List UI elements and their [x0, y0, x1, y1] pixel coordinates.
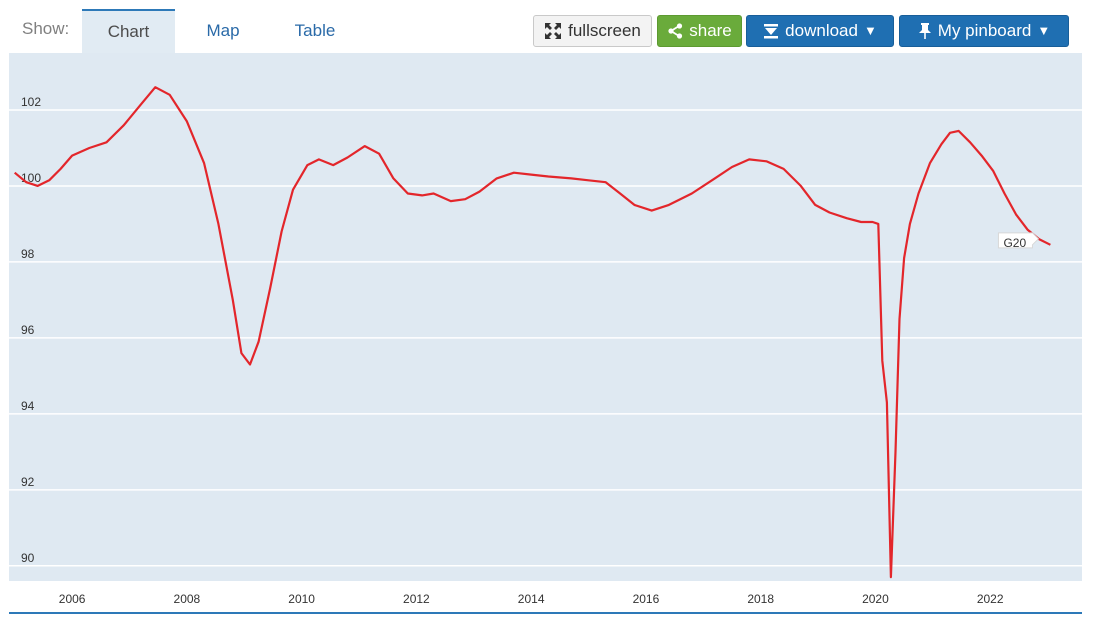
fullscreen-label: fullscreen — [568, 21, 641, 40]
x-tick-label: 2016 — [633, 592, 660, 606]
share-button[interactable]: share — [657, 15, 742, 47]
download-label: download — [785, 21, 858, 40]
download-icon — [763, 23, 779, 39]
x-tick-label: 2006 — [59, 592, 86, 606]
x-tick-label: 2018 — [747, 592, 774, 606]
series-label: G20 — [1003, 236, 1026, 250]
y-tick-label: 102 — [21, 95, 41, 109]
share-label: share — [689, 21, 732, 40]
x-tick-label: 2010 — [288, 592, 315, 606]
pinboard-button[interactable]: My pinboard ▼ — [899, 15, 1069, 47]
series-line-g20 — [13, 86, 1051, 579]
y-tick-label: 96 — [21, 323, 35, 337]
chevron-down-icon: ▼ — [1037, 23, 1051, 38]
chart-area: 90 92 94 96 98 100 102 2006 2008 2010 2012 2014 2016… — [9, 53, 1082, 613]
share-icon — [667, 23, 683, 39]
pinboard-label: My pinboard — [937, 21, 1032, 40]
fullscreen-icon — [544, 22, 562, 40]
x-tick-label: 2012 — [403, 592, 430, 606]
download-button[interactable]: download ▼ — [746, 15, 894, 47]
chart-bottom-border — [9, 612, 1082, 614]
tab-table[interactable]: Table — [294, 21, 336, 40]
y-tick-label: 94 — [21, 399, 35, 413]
x-tick-label: 2020 — [862, 592, 889, 606]
chart-toolbar: Show: Chart Map Table fullscreen — [9, 9, 1082, 53]
chevron-down-icon: ▼ — [863, 23, 877, 38]
tab-chart[interactable]: Chart — [82, 9, 175, 53]
y-tick-label: 92 — [21, 475, 35, 489]
plot-background — [9, 53, 1082, 581]
tab-map[interactable]: Map — [206, 21, 240, 40]
x-tick-label: 2008 — [174, 592, 201, 606]
y-tick-label: 98 — [21, 247, 35, 261]
pin-icon — [918, 22, 932, 40]
series-label-box — [997, 232, 1040, 249]
x-tick-label: 2022 — [977, 592, 1004, 606]
y-tick-label: 90 — [21, 551, 35, 565]
x-tick-label: 2014 — [518, 592, 545, 606]
fullscreen-button[interactable]: fullscreen — [533, 15, 652, 47]
show-label: Show: — [22, 19, 70, 38]
